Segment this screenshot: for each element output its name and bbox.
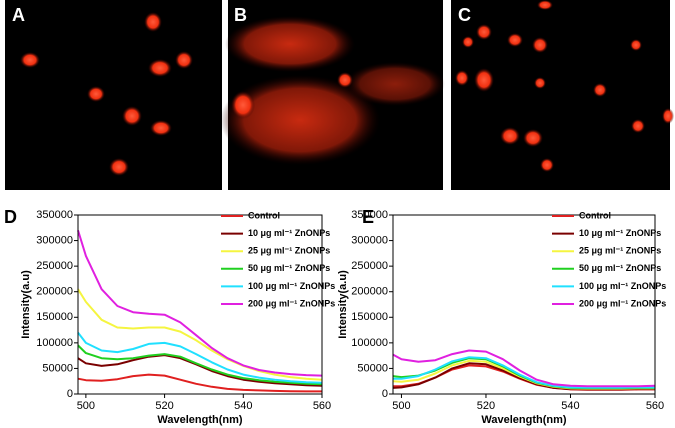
panel-label: E bbox=[362, 207, 374, 227]
y-tick-label: 50000 bbox=[357, 362, 388, 374]
micrograph-c bbox=[451, 0, 674, 190]
y-tick-label: 150000 bbox=[36, 311, 73, 323]
y-tick-label: 250000 bbox=[351, 260, 388, 272]
legend-label: 200 μg ml⁻¹ ZnONPs bbox=[579, 298, 666, 308]
plot-frame bbox=[392, 214, 656, 395]
x-tick-label: 540 bbox=[561, 400, 579, 412]
y-axis-title: Intensity(a.u) bbox=[337, 270, 349, 339]
series-line bbox=[77, 373, 322, 393]
legend-label: 25 μg ml⁻¹ ZnONPs bbox=[248, 246, 330, 256]
y-tick-label: 350000 bbox=[36, 209, 73, 221]
series-line bbox=[77, 230, 323, 377]
panel-label: B bbox=[234, 5, 247, 25]
x-tick-label: 520 bbox=[477, 400, 495, 412]
y-tick-label: 100000 bbox=[36, 337, 73, 349]
y-tick-label: 350000 bbox=[351, 209, 388, 221]
legend-label: 200 μg ml⁻¹ ZnONPs bbox=[248, 298, 335, 308]
x-tick-label: 560 bbox=[313, 400, 331, 412]
y-tick-label: 200000 bbox=[36, 286, 73, 298]
y-tick-label: 100000 bbox=[351, 337, 388, 349]
y-tick-label: 300000 bbox=[36, 234, 73, 246]
y-tick-label: 150000 bbox=[351, 311, 388, 323]
y-tick-label: 0 bbox=[67, 388, 73, 400]
x-axis-title: Wavelength(nm) bbox=[157, 414, 242, 426]
legend-label: 10 μg ml⁻¹ ZnONPs bbox=[579, 228, 661, 238]
x-tick-label: 500 bbox=[77, 400, 95, 412]
x-tick-label: 520 bbox=[155, 400, 173, 412]
legend-label: 100 μg ml⁻¹ ZnONPs bbox=[248, 281, 335, 291]
micrograph-b bbox=[220, 0, 445, 190]
legend: Control 10 μg ml⁻¹ ZnONPs 25 μg ml⁻¹ ZnONP… bbox=[552, 210, 666, 308]
series-line bbox=[393, 356, 655, 389]
legend-label: 100 μg ml⁻¹ ZnONPs bbox=[579, 281, 666, 291]
x-tick-label: 500 bbox=[392, 400, 410, 412]
legend-label: 10 μg ml⁻¹ ZnONPs bbox=[248, 228, 330, 238]
panel-label: C bbox=[458, 5, 471, 25]
legend-label: 50 μg ml⁻¹ ZnONPs bbox=[248, 263, 330, 273]
series-line bbox=[77, 331, 323, 384]
x-tick-label: 560 bbox=[646, 400, 664, 412]
y-axis-title: Intensity(a.u) bbox=[20, 270, 32, 339]
x-tick-label: 540 bbox=[234, 400, 252, 412]
series-line bbox=[392, 359, 655, 390]
panel-label: D bbox=[4, 207, 17, 227]
series-line bbox=[77, 344, 323, 386]
y-tick-label: 200000 bbox=[351, 286, 388, 298]
legend-label: Control bbox=[579, 210, 611, 220]
micrograph-a bbox=[5, 0, 222, 190]
legend-label: 50 μg ml⁻¹ ZnONPs bbox=[579, 263, 661, 273]
legend-label: Control bbox=[248, 210, 280, 220]
series-line bbox=[77, 288, 323, 381]
plot-frame bbox=[77, 214, 323, 395]
x-axis-title: Wavelength(nm) bbox=[481, 414, 566, 426]
y-tick-label: 50000 bbox=[42, 362, 73, 374]
y-tick-label: 0 bbox=[382, 388, 388, 400]
y-tick-label: 300000 bbox=[351, 234, 388, 246]
legend-label: 25 μg ml⁻¹ ZnONPs bbox=[579, 246, 661, 256]
series-line bbox=[392, 349, 656, 388]
legend: Control 10 μg ml⁻¹ ZnONPs 25 μg ml⁻¹ ZnONP… bbox=[221, 210, 335, 308]
panel-label: A bbox=[12, 5, 25, 25]
y-tick-label: 250000 bbox=[36, 260, 73, 272]
